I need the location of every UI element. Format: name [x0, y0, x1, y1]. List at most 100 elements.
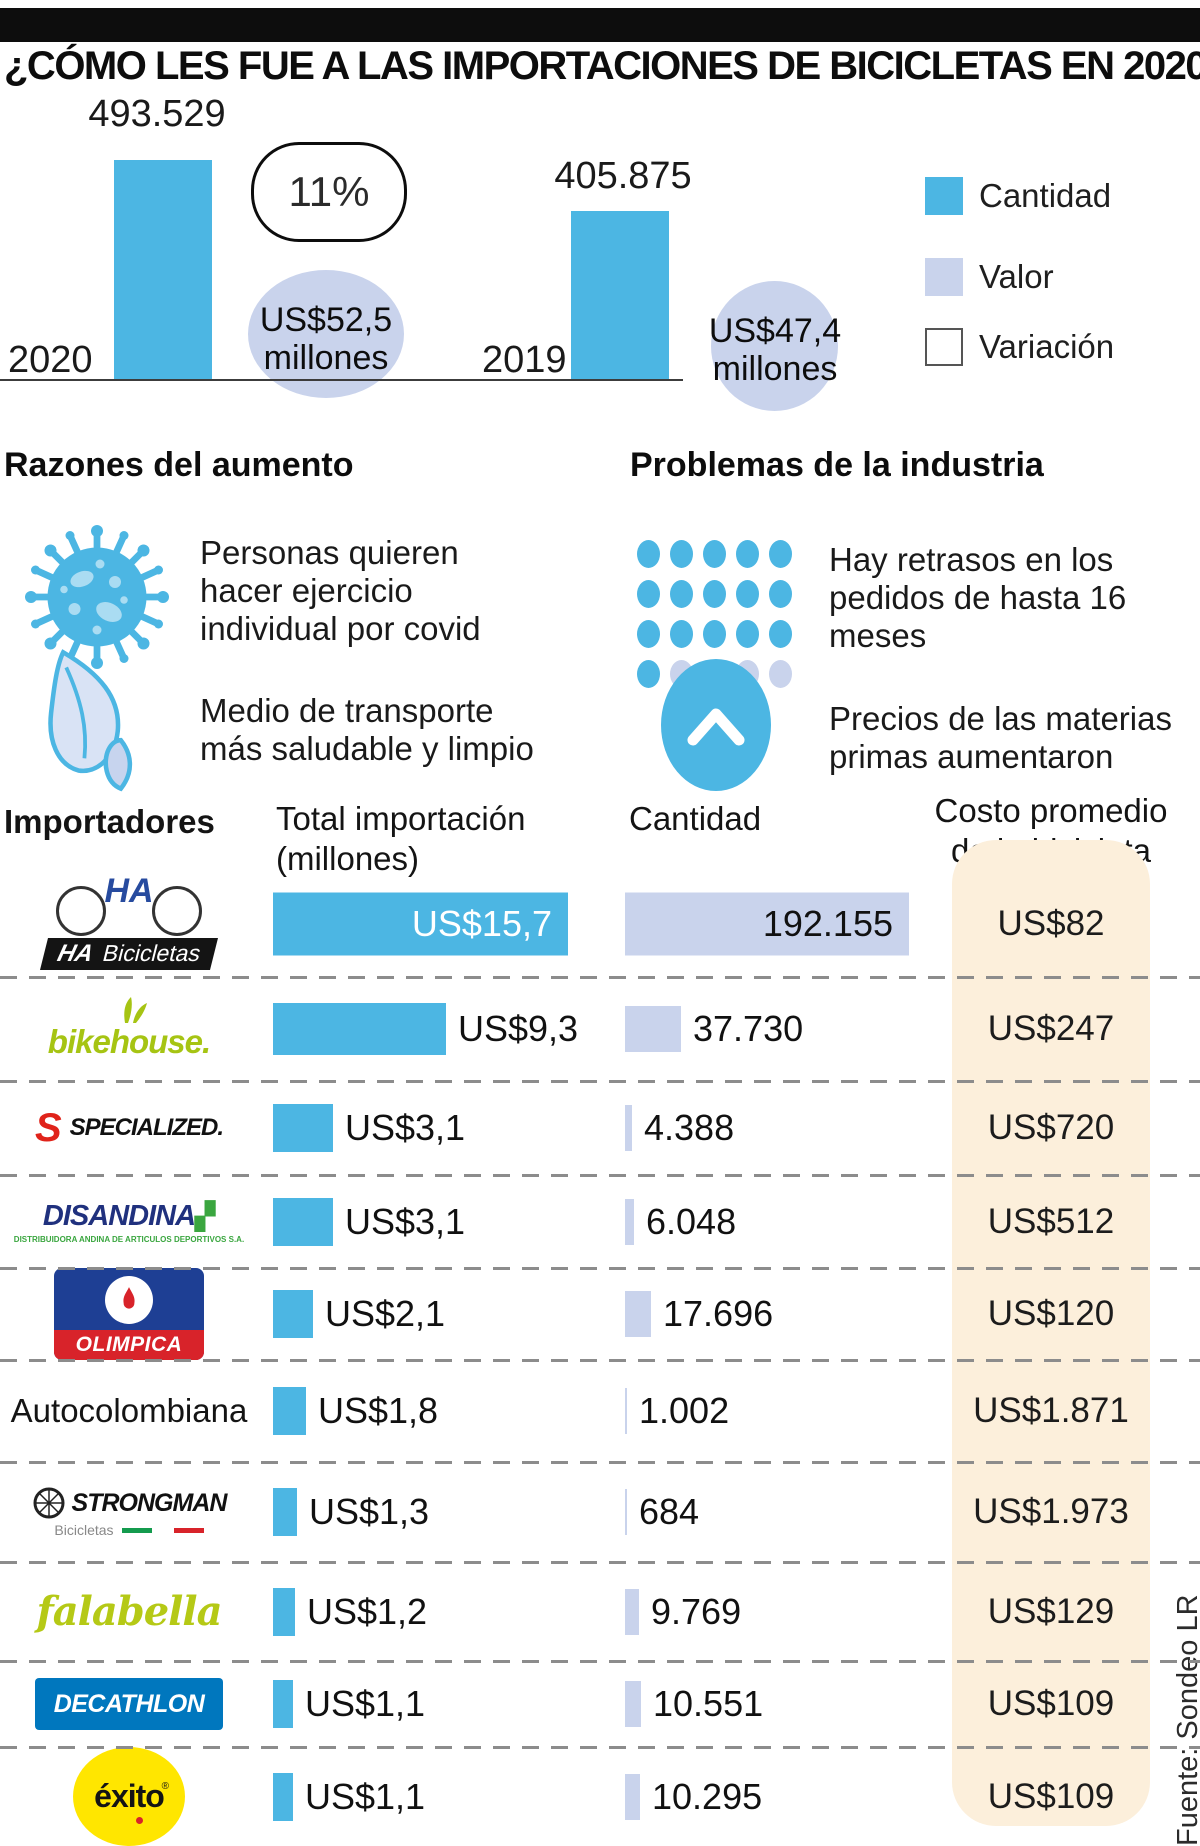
total-import-bar — [273, 1772, 293, 1821]
table-row-decathlon: DECATHLON US$1,1 10.551 US$109 — [0, 1661, 1200, 1749]
reasons-heading: Razones del aumento — [4, 446, 354, 484]
olimpica-logo: OLIMPICA — [0, 1268, 258, 1360]
strongman-sub-text: Bicicletas — [54, 1522, 114, 1538]
olimpica-flame-icon — [105, 1276, 153, 1324]
decathlon-logo-text: DECATHLON — [53, 1689, 205, 1718]
avg-cost-value: US$512 — [987, 1201, 1115, 1241]
total-import-bar — [273, 1387, 306, 1435]
total-import-bar — [273, 1197, 333, 1246]
total-import-bar — [273, 1587, 295, 1636]
valor-swatch-icon — [925, 258, 963, 296]
exito-logo-text: éxito — [94, 1778, 165, 1814]
quantity-value: 1.002 — [639, 1390, 730, 1431]
specialized-logo-text: SPECIALIZED. — [69, 1114, 224, 1141]
total-import-value: US$1,1 — [305, 1775, 426, 1817]
disandina-logo: DISANDINA▞ DISTRIBUIDORA ANDINA DE ARTIC… — [0, 1175, 258, 1268]
leaf-icon — [48, 649, 133, 792]
ha-banner-sub: Bicicletas — [99, 939, 204, 966]
table-row-olimpica: OLIMPICA US$2,1 17.696 US$120 — [0, 1268, 1200, 1362]
disandina-tagline: DISTRIBUIDORA ANDINA DE ARTICULOS DEPORT… — [13, 1234, 245, 1244]
quantity-value: 684 — [639, 1491, 700, 1532]
page-title: ¿CÓMO LES FUE A LAS IMPORTACIONES DE BIC… — [4, 44, 1200, 88]
axis-label-2019: 2019 — [482, 339, 567, 381]
total-import-bar — [273, 1003, 446, 1055]
legend-item-valor: Valor — [925, 258, 1054, 296]
avg-cost-value: US$82 — [997, 903, 1105, 943]
total-import-bar — [273, 1680, 293, 1728]
ha-logo-text: HA — [104, 871, 154, 910]
problems-heading: Problemas de la industria — [630, 446, 1044, 484]
table-row-ha: HA HA Bicicletas US$15,7 192.155 US$82 — [0, 870, 1200, 979]
arrow-up-icon — [661, 659, 771, 791]
quantity-bar — [625, 1588, 639, 1635]
total-import-value: US$1,2 — [307, 1590, 428, 1632]
column-header-importers: Importadores — [4, 803, 215, 840]
problem-delays-text: Hay retrasos en los pedidos de hasta 16 … — [829, 541, 1127, 654]
disandina-stripes-icon: ▞ — [195, 1200, 216, 1231]
decathlon-logo: DECATHLON — [0, 1661, 258, 1747]
quantity-value: 37.730 — [693, 1008, 804, 1049]
bikehouse-logo: bikehouse. — [0, 977, 258, 1081]
specialized-s-icon: S — [34, 1105, 62, 1150]
ha-logo-banner: HA Bicicletas — [39, 937, 219, 970]
green-stripe-icon — [121, 1527, 152, 1533]
value-label-2019: US$47,4 millones — [690, 312, 860, 388]
exito-red-dot-icon — [136, 1817, 143, 1824]
reason-covid-text: Personas quieren hacer ejercicio individ… — [200, 534, 481, 647]
quantity-bar — [625, 1681, 641, 1727]
table-row-autocolombiana: Autocolombiana US$1,8 1.002 US$1.871 — [0, 1360, 1200, 1464]
quantity-bar — [625, 1105, 632, 1151]
quantity-bar — [625, 1291, 651, 1337]
disandina-logo-text: DISANDINA — [42, 1199, 196, 1232]
ha-bicicletas-logo: HA HA Bicicletas — [0, 870, 258, 977]
legend-label: Valor — [979, 258, 1054, 295]
problem-prices-text: Precios de las materias primas aumentaro… — [829, 700, 1172, 775]
ha-banner-brand: HA — [54, 939, 97, 967]
quantity-bar-2020 — [114, 160, 212, 381]
axis-label-2020: 2020 — [8, 339, 93, 381]
avg-cost-value: US$109 — [987, 1684, 1115, 1723]
value-label-2020: US$52,5 millones — [241, 301, 411, 377]
total-import-value: US$3,1 — [345, 1107, 466, 1148]
value-2020-amount: US$52,5 — [259, 301, 393, 339]
chart-baseline — [0, 379, 683, 381]
legend-item-cantidad: Cantidad — [925, 177, 1111, 215]
importers-table: HA HA Bicicletas US$15,7 192.155 US$82 — [0, 870, 1200, 1846]
avg-cost-value: US$1.973 — [973, 1492, 1129, 1531]
quantity-bar — [625, 1006, 681, 1052]
quantity-value: 17.696 — [663, 1293, 774, 1334]
total-import-value: US$1,8 — [318, 1390, 439, 1431]
bikehouse-leaf-icon — [124, 997, 147, 1023]
quantity-value: 4.388 — [644, 1107, 735, 1148]
quantity-bar — [625, 1198, 634, 1245]
value-2019-unit: millones — [712, 350, 838, 388]
value-2020-unit: millones — [263, 339, 389, 377]
value-circle-2019 — [711, 281, 838, 411]
bikehouse-logo-text: bikehouse. — [47, 1023, 211, 1060]
olimpica-logo-text: OLIMPICA — [75, 1333, 183, 1356]
registered-mark-icon: ® — [161, 1781, 169, 1792]
strongman-logo: STRONGMAN Bicicletas — [0, 1462, 258, 1562]
total-import-value: US$15,7 — [411, 902, 552, 944]
quantity-bar — [625, 892, 909, 955]
total-import-value: US$1,1 — [305, 1683, 426, 1724]
quantity-bar — [625, 1489, 627, 1535]
quantity-bar — [625, 1388, 627, 1434]
total-import-value: US$9,3 — [458, 1008, 579, 1049]
legend-label: Variación — [979, 328, 1115, 365]
total-header-line1: Total importación — [276, 800, 526, 837]
falabella-logo: falabella — [0, 1562, 258, 1661]
avg-cost-value: US$109 — [987, 1776, 1115, 1816]
table-row-strongman: STRONGMAN Bicicletas US$1,3 684 US$1.973 — [0, 1462, 1200, 1564]
bar-value-2019: 405.875 — [554, 155, 692, 197]
total-header-line2: (millones) — [276, 840, 420, 877]
avg-cost-value: US$129 — [987, 1591, 1115, 1631]
total-import-bar — [273, 892, 568, 955]
autocolombiana-logo-text: Autocolombiana — [10, 1392, 248, 1429]
table-row-specialized: S SPECIALIZED. US$3,1 4.388 US$720 — [0, 1081, 1200, 1177]
strongman-logo-text: STRONGMAN — [71, 1488, 228, 1517]
top-rule — [0, 8, 1200, 42]
avg-cost-value: US$720 — [987, 1108, 1115, 1147]
avg-cost-value: US$1.871 — [973, 1391, 1129, 1430]
